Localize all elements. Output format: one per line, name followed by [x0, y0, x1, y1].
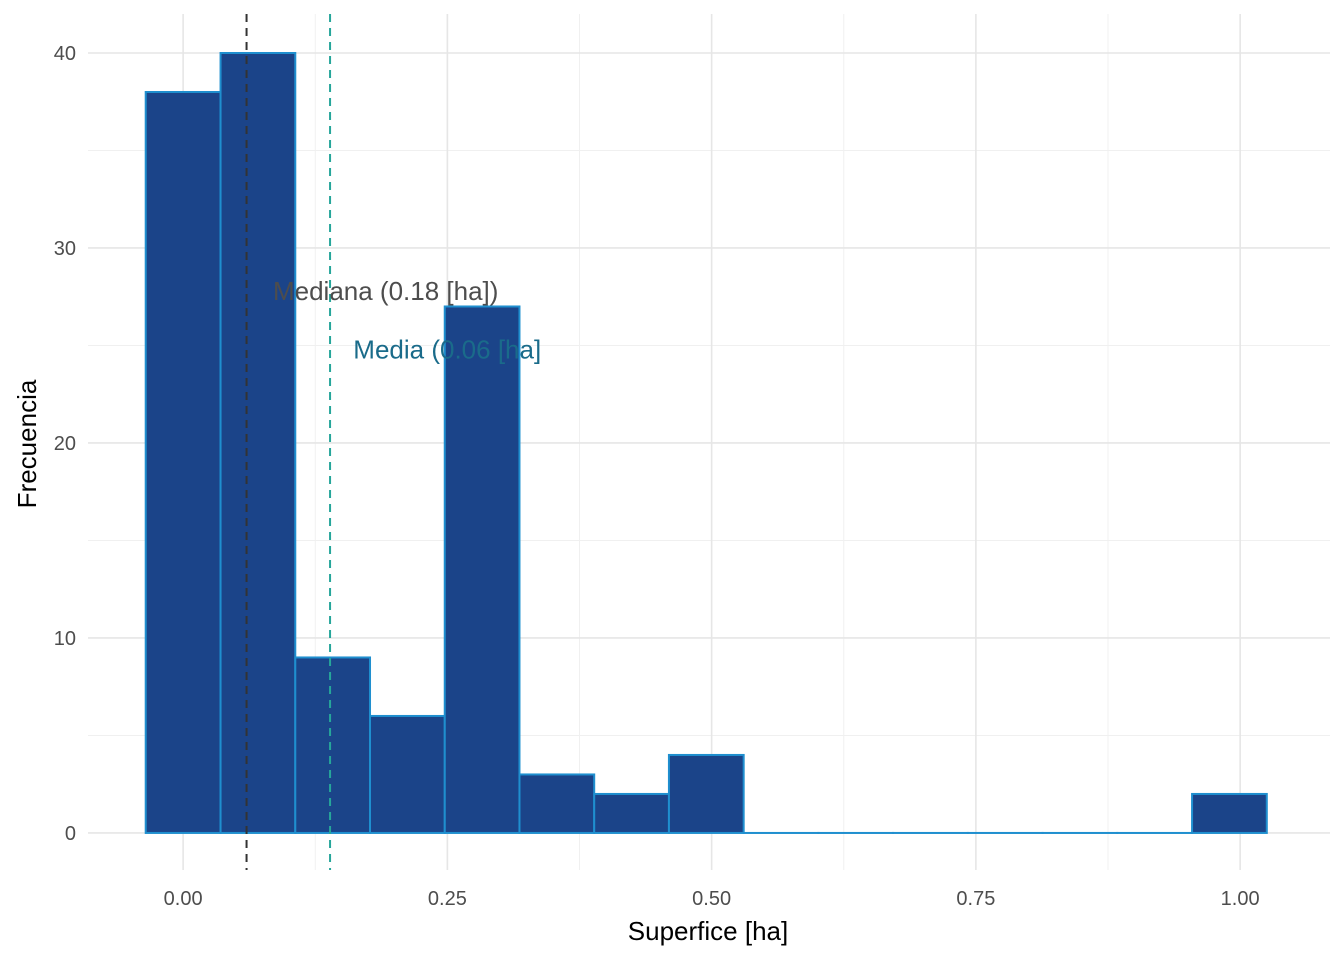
ticks-layer: 0.00 0.25 0.50 0.75 1.00 0 10 20 30 40 [54, 43, 1260, 910]
x-tick-label: 0.00 [164, 888, 203, 910]
histogram-bar [443, 305, 521, 834]
annotations-layer: Mediana (0.18 [ha]) Media (0.06 [ha] [273, 276, 541, 364]
histogram-bar [219, 51, 297, 834]
reference-lines-layer [245, 14, 332, 870]
histogram-bar [1191, 792, 1268, 834]
histogram-bar [144, 90, 222, 834]
bars-layer [144, 51, 1268, 834]
histogram-bar [593, 792, 670, 834]
x-tick-label: 1.00 [1221, 888, 1260, 910]
median-annotation: Mediana (0.18 [ha]) [273, 276, 498, 306]
y-tick-label: 40 [54, 43, 76, 65]
x-axis-title: Superfice [ha] [628, 916, 788, 946]
histogram-bar [369, 714, 446, 834]
y-tick-label: 0 [65, 823, 76, 845]
histogram-bar [667, 753, 745, 834]
histogram-bar [294, 656, 372, 834]
y-axis-title: Frecuencia [12, 379, 42, 508]
y-tick-label: 20 [54, 433, 76, 455]
x-tick-label: 0.25 [428, 888, 467, 910]
x-tick-label: 0.50 [692, 888, 731, 910]
y-tick-label: 10 [54, 628, 76, 650]
histogram-bar [518, 773, 596, 834]
mean-annotation: Media (0.06 [ha] [353, 334, 541, 364]
x-tick-label: 0.75 [956, 888, 995, 910]
y-tick-label: 30 [54, 238, 76, 260]
